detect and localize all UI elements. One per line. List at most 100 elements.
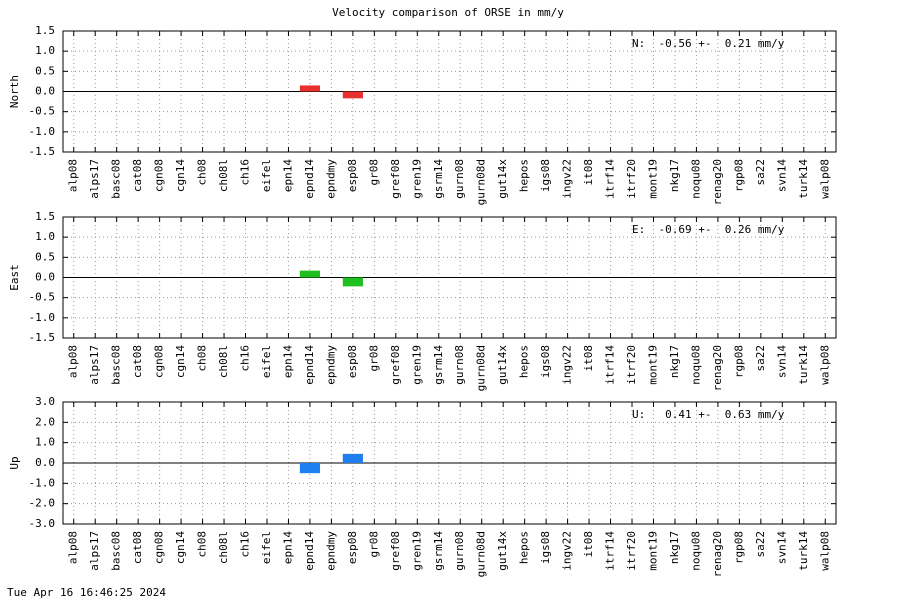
x-tick-label: ch08	[196, 159, 209, 186]
y-tick-label: 1.5	[35, 24, 55, 37]
plot-frame	[62, 30, 837, 153]
x-tick-label: nkg17	[668, 345, 681, 378]
x-tick-label: gsrm14	[432, 345, 445, 385]
x-tick-label: cat08	[131, 531, 144, 564]
annotation: U: 0.41 +- 0.63 mm/y	[632, 408, 785, 421]
x-tick-label: gurn08	[453, 159, 466, 199]
plot-frame	[62, 216, 837, 339]
x-tick-label: cgn08	[153, 345, 166, 378]
x-tick-label: noqu08	[689, 531, 702, 571]
x-tick-label: gut14x	[496, 345, 509, 385]
x-tick-label: hepos	[518, 531, 531, 564]
x-tick-label: esp08	[346, 345, 359, 378]
y-tick-label: 1.0	[35, 436, 55, 449]
x-tick-label: gsrm14	[432, 159, 445, 199]
y-tick-label: -1.5	[29, 145, 56, 158]
x-tick-label: gr08	[367, 531, 380, 558]
x-tick-label: cat08	[131, 159, 144, 192]
x-tick-label: ch08l	[217, 531, 230, 564]
x-tick-label: eifel	[260, 159, 273, 192]
bar	[299, 463, 321, 474]
x-tick-label: eifel	[260, 531, 273, 564]
x-tick-label: turk14	[797, 531, 810, 571]
y-tick-label: 1.0	[35, 230, 55, 243]
x-tick-label: basc08	[110, 531, 123, 571]
x-tick-label: it08	[582, 531, 595, 558]
x-tick-label: ingv22	[561, 159, 574, 199]
x-tick-label: gurn08	[453, 531, 466, 571]
x-tick-label: mont19	[646, 531, 659, 571]
y-axis-label: Up	[8, 456, 21, 469]
x-tick-label: igs08	[539, 531, 552, 564]
y-tick-label: -0.5	[29, 291, 56, 304]
x-tick-label: renag20	[711, 345, 724, 391]
x-tick-label: itrf14	[604, 531, 617, 571]
x-tick-label: itrf14	[604, 159, 617, 199]
x-tick-label: cgn14	[174, 345, 187, 378]
x-tick-label: sa22	[754, 345, 767, 372]
y-tick-label: 0.0	[35, 271, 55, 284]
annotation: E: -0.69 +- 0.26 mm/y	[632, 223, 785, 236]
bar	[299, 85, 321, 92]
x-tick-label: walp08	[818, 159, 831, 199]
x-tick-label: rgp08	[732, 531, 745, 564]
x-tick-label: hepos	[518, 345, 531, 378]
x-tick-label: cgn14	[174, 159, 187, 192]
x-tick-label: epnd14	[303, 531, 316, 571]
x-tick-label: alps17	[88, 159, 101, 199]
x-tick-label: basc08	[110, 345, 123, 385]
x-tick-label: gurn08d	[475, 345, 488, 391]
x-tick-label: gut14x	[496, 159, 509, 199]
x-tick-label: epndmy	[324, 345, 337, 385]
y-tick-label: -2.0	[29, 497, 56, 510]
x-tick-label: ingv22	[561, 531, 574, 571]
x-tick-label: svn14	[775, 531, 788, 564]
x-tick-label: gren19	[410, 159, 423, 199]
x-tick-label: epndmy	[324, 531, 337, 571]
x-tick-label: noqu08	[689, 159, 702, 199]
x-tick-label: rgp08	[732, 159, 745, 192]
x-tick-label: alp08	[67, 531, 80, 564]
x-tick-label: gurn08d	[475, 159, 488, 205]
x-tick-label: gut14x	[496, 531, 509, 571]
x-tick-label: epnd14	[303, 345, 316, 385]
x-tick-label: gren19	[410, 531, 423, 571]
bar	[299, 270, 321, 278]
x-tick-label: ch16	[239, 159, 252, 186]
x-tick-label: turk14	[797, 159, 810, 199]
y-tick-label: -1.0	[29, 125, 56, 138]
y-tick-label: -1.5	[29, 331, 56, 344]
x-tick-label: walp08	[818, 531, 831, 571]
x-tick-label: mont19	[646, 345, 659, 385]
y-axis-label: North	[8, 75, 21, 108]
x-tick-label: hepos	[518, 159, 531, 192]
y-tick-label: 0.0	[35, 456, 55, 469]
y-tick-label: -1.0	[29, 311, 56, 324]
x-tick-label: epn14	[281, 159, 294, 192]
x-tick-label: gurn08	[453, 345, 466, 385]
x-tick-label: alps17	[88, 531, 101, 571]
x-tick-label: ch16	[239, 345, 252, 372]
x-tick-label: turk14	[797, 345, 810, 385]
x-tick-label: gref08	[389, 159, 402, 199]
x-tick-label: ch08l	[217, 159, 230, 192]
y-tick-label: 0.0	[35, 85, 55, 98]
y-tick-label: 1.5	[35, 210, 55, 223]
x-tick-label: ch08	[196, 531, 209, 558]
x-tick-label: epn14	[281, 531, 294, 564]
x-tick-label: gr08	[367, 345, 380, 372]
x-tick-label: ch16	[239, 531, 252, 558]
x-tick-label: ingv22	[561, 345, 574, 385]
x-tick-label: itrf20	[625, 531, 638, 571]
x-tick-label: ch08	[196, 345, 209, 372]
y-tick-label: 2.0	[35, 415, 55, 428]
y-tick-label: -0.5	[29, 105, 56, 118]
y-tick-label: 0.5	[35, 250, 55, 263]
y-tick-label: -1.0	[29, 476, 56, 489]
x-tick-label: epndmy	[324, 159, 337, 199]
timestamp: Tue Apr 16 16:46:25 2024	[7, 586, 166, 599]
x-tick-label: renag20	[711, 159, 724, 205]
x-tick-label: basc08	[110, 159, 123, 199]
x-tick-label: gr08	[367, 159, 380, 186]
